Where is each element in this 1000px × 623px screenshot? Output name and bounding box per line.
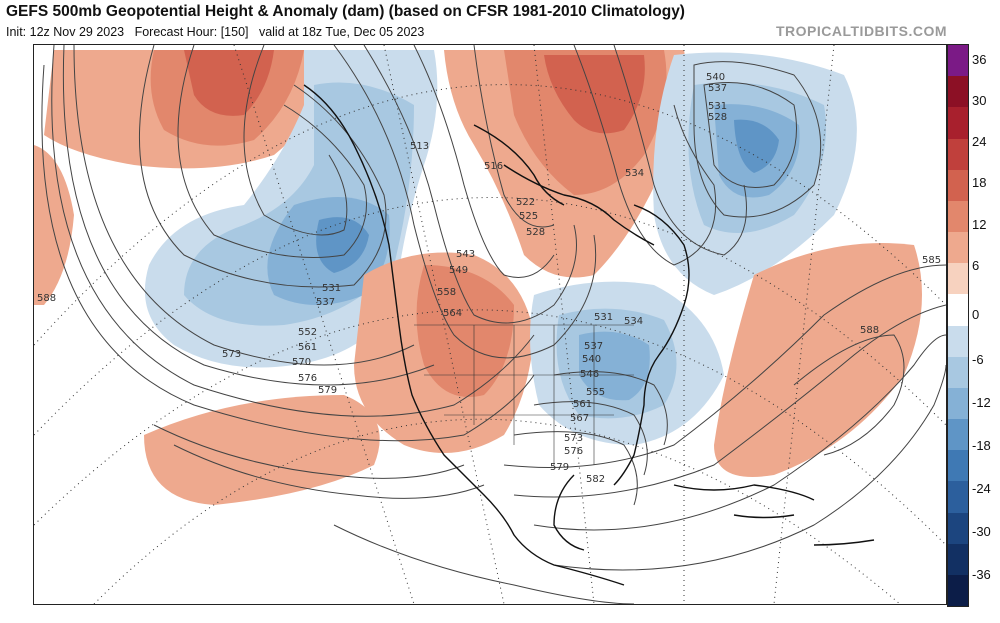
colorbar-tick-label: -24 bbox=[972, 481, 991, 496]
colorbar-segment bbox=[948, 263, 968, 295]
colorbar-segment bbox=[948, 419, 968, 451]
colorbar-segment bbox=[948, 325, 968, 358]
colorbar-segment bbox=[948, 107, 968, 139]
colorbar-segment bbox=[948, 45, 968, 77]
contour-label: 555 bbox=[586, 387, 605, 398]
colorbar-tick-label: -36 bbox=[972, 567, 991, 582]
colorbar-tick-label: -30 bbox=[972, 524, 991, 539]
anomaly-colorbar bbox=[947, 44, 969, 607]
contour-label: 528 bbox=[526, 227, 545, 238]
coastlines bbox=[303, 84, 875, 586]
contour-label: 570 bbox=[292, 357, 311, 368]
state-borders bbox=[414, 324, 634, 465]
colorbar-segment bbox=[948, 387, 968, 420]
contour-label: 525 bbox=[519, 211, 538, 222]
colorbar-tick-label: 18 bbox=[972, 175, 987, 190]
colorbar-segment bbox=[948, 512, 968, 545]
contour-label: 576 bbox=[564, 446, 583, 457]
contour-label: 537 bbox=[708, 83, 727, 94]
anomaly-shading bbox=[34, 50, 922, 505]
contour-label: 522 bbox=[516, 197, 535, 208]
contour-label: 546 bbox=[580, 369, 599, 380]
contour-label: 561 bbox=[298, 342, 317, 353]
colorbar-tick-label: -6 bbox=[972, 352, 984, 367]
contour-label: 534 bbox=[625, 168, 644, 179]
contour-label: 579 bbox=[318, 385, 337, 396]
contour-label: 552 bbox=[298, 327, 317, 338]
map-svg: 513 516 522 525 528 531 537 552 561 573 … bbox=[34, 45, 946, 604]
colorbar-segment bbox=[948, 169, 968, 202]
contour-labels: 513 516 522 525 528 531 537 552 561 573 … bbox=[37, 72, 941, 485]
contour-label: 573 bbox=[564, 433, 583, 444]
forecast-hour: Forecast Hour: [150] bbox=[134, 25, 249, 39]
chart-title: GEFS 500mb Geopotential Height & Anomaly… bbox=[6, 3, 685, 20]
contour-label: 537 bbox=[316, 297, 335, 308]
contour-label: 567 bbox=[570, 413, 589, 424]
colorbar-segment bbox=[948, 294, 968, 326]
colorbar-segment bbox=[948, 356, 968, 389]
height-contours bbox=[41, 45, 946, 604]
colorbar-segment bbox=[948, 574, 968, 607]
contour-label: 558 bbox=[437, 287, 456, 298]
colorbar-tick-label: 6 bbox=[972, 258, 980, 273]
colorbar-tick-label: 30 bbox=[972, 93, 987, 108]
contour-label: 531 bbox=[594, 312, 613, 323]
colorbar-tick-label: -18 bbox=[972, 438, 991, 453]
chart-subtitle: Init: 12z Nov 29 2023 Forecast Hour: [15… bbox=[6, 25, 424, 39]
contour-label: 579 bbox=[550, 462, 569, 473]
contour-label: 531 bbox=[322, 283, 341, 294]
contour-label: 513 bbox=[410, 141, 429, 152]
contour-label: 588 bbox=[37, 293, 56, 304]
contour-label: 528 bbox=[708, 112, 727, 123]
contour-label: 537 bbox=[584, 341, 603, 352]
contour-label: 534 bbox=[624, 316, 643, 327]
colorbar-tick-label: 0 bbox=[972, 307, 980, 322]
contour-label: 543 bbox=[456, 249, 475, 260]
colorbar-segment bbox=[948, 232, 968, 264]
contour-label: 573 bbox=[222, 349, 241, 360]
contour-label: 540 bbox=[706, 72, 725, 83]
site-watermark: TROPICALTIDBITS.COM bbox=[775, 23, 947, 39]
colorbar-segment bbox=[948, 481, 968, 513]
colorbar-segment bbox=[948, 543, 968, 576]
contour-label: 516 bbox=[484, 161, 503, 172]
colorbar-tick-label: 24 bbox=[972, 134, 987, 149]
colorbar-tick-label: 12 bbox=[972, 217, 987, 232]
contour-label: 531 bbox=[708, 101, 727, 112]
contour-label: 540 bbox=[582, 354, 601, 365]
contour-label: 561 bbox=[573, 399, 592, 410]
contour-label: 582 bbox=[586, 474, 605, 485]
valid-time: valid at 18z Tue, Dec 05 2023 bbox=[258, 25, 425, 39]
contour-label: 576 bbox=[298, 373, 317, 384]
colorbar-segment bbox=[948, 450, 968, 482]
colorbar-segment bbox=[948, 76, 968, 108]
init-time: Init: 12z Nov 29 2023 bbox=[6, 25, 125, 39]
contour-label: 585 bbox=[922, 255, 941, 266]
map-panel: 513 516 522 525 528 531 537 552 561 573 … bbox=[33, 44, 947, 605]
colorbar-tick-label: -12 bbox=[972, 395, 991, 410]
colorbar-segment bbox=[948, 138, 968, 171]
colorbar-segment bbox=[948, 200, 968, 233]
colorbar-tick-label: 36 bbox=[972, 52, 987, 67]
contour-label: 588 bbox=[860, 325, 879, 336]
lat-lon-grid bbox=[34, 45, 946, 604]
contour-label: 549 bbox=[449, 265, 468, 276]
contour-label: 564 bbox=[443, 308, 462, 319]
